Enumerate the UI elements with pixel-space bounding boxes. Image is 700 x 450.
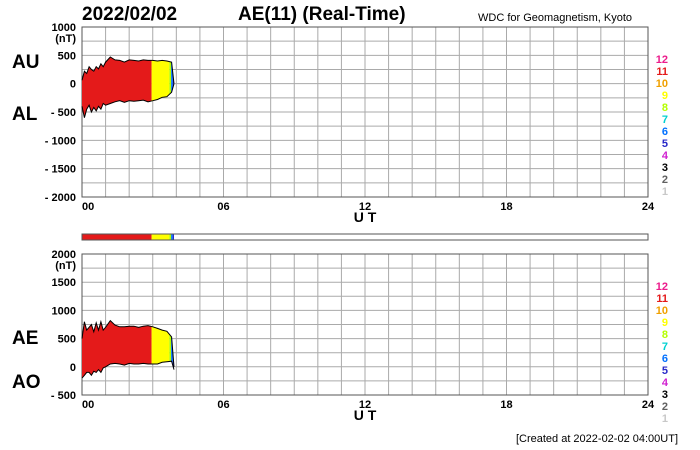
lower-legend-count-3: 3 <box>662 389 668 401</box>
station-strip-segment <box>169 234 172 240</box>
lower-legend-count-8: 8 <box>662 329 668 341</box>
lower-legend-count-4: 4 <box>662 377 669 389</box>
lower-y-axis-unit: (nT) <box>55 260 76 272</box>
lower-y-tick-label: 0 <box>70 362 76 374</box>
upper-legend-count-11: 11 <box>656 66 668 78</box>
plot-title: AE(11) (Real-Time) <box>238 4 406 25</box>
lower-x-tick-label: 06 <box>217 399 229 411</box>
upper-plot-frame <box>81 26 649 198</box>
lower-row-label-top: AE <box>12 328 39 349</box>
upper-y-tick-label: - 2000 <box>45 192 76 204</box>
lower-legend-count-7: 7 <box>662 341 668 353</box>
station-strip-segment <box>82 234 152 240</box>
lower-legend-count-11: 11 <box>656 293 668 305</box>
upper-x-axis-label: U T <box>354 209 377 225</box>
upper-legend-count-2: 2 <box>662 174 668 186</box>
lower-legend-count-10: 10 <box>656 305 668 317</box>
upper-x-tick-label: 18 <box>500 201 512 213</box>
upper-legend-count-6: 6 <box>662 126 668 138</box>
upper-x-tick-label: 06 <box>217 201 229 213</box>
lower-y-tick-label: 1500 <box>52 277 76 289</box>
upper-y-tick-label: - 500 <box>51 107 76 119</box>
upper-series-line-1 <box>81 83 175 118</box>
upper-y-tick-label: - 1000 <box>45 135 76 147</box>
upper-legend-count-12: 12 <box>656 54 668 66</box>
lower-row-label-bottom: AO <box>12 372 41 393</box>
lower-plot-frame <box>81 253 649 396</box>
station-strip-segment <box>151 234 170 240</box>
upper-row-label-top: AU <box>12 52 40 73</box>
lower-legend-count-2: 2 <box>662 401 668 413</box>
upper-x-tick-label: 00 <box>82 201 94 213</box>
upper-legend-count-10: 10 <box>656 78 668 90</box>
upper-legend-count-3: 3 <box>662 162 668 174</box>
upper-legend-count-4: 4 <box>662 150 669 162</box>
upper-legend-count-5: 5 <box>662 138 668 150</box>
upper-legend-count-9: 9 <box>662 90 668 102</box>
lower-legend-count-6: 6 <box>662 353 668 365</box>
upper-y-axis-unit: (nT) <box>55 33 76 45</box>
station-strip-segment <box>172 234 174 240</box>
station-strip-segment <box>171 234 173 240</box>
lower-legend-count-12: 12 <box>656 281 668 293</box>
lower-y-tick-label: 1000 <box>52 305 76 317</box>
upper-series-line-0 <box>81 56 175 84</box>
upper-legend-count-8: 8 <box>662 102 668 114</box>
upper-x-tick-label: 24 <box>642 201 655 213</box>
lower-x-axis-label: U T <box>354 407 377 423</box>
upper-station-segment <box>171 57 173 118</box>
station-strip-frame <box>81 233 649 241</box>
lower-x-tick-label: 18 <box>500 399 512 411</box>
upper-y-tick-label: - 1500 <box>45 164 76 176</box>
lower-x-tick-label: 24 <box>642 399 655 411</box>
upper-y-tick-label: 500 <box>58 50 76 62</box>
upper-row-label-bottom: AL <box>12 104 38 125</box>
created-timestamp: [Created at 2022-02-02 04:00UT] <box>515 433 678 445</box>
lower-y-tick-label: 500 <box>58 334 76 346</box>
lower-legend-count-1: 1 <box>662 413 668 425</box>
lower-x-tick-label: 00 <box>82 399 94 411</box>
data-source: WDC for Geomagnetism, Kyoto <box>478 12 633 24</box>
lower-y-tick-label: - 500 <box>51 390 76 402</box>
upper-legend-count-1: 1 <box>662 186 668 198</box>
upper-x-tick-label: 12 <box>359 201 371 213</box>
upper-station-segment <box>169 57 172 118</box>
lower-series-line-1 <box>81 360 175 379</box>
lower-station-segment <box>169 320 172 379</box>
lower-station-segment <box>171 320 173 379</box>
upper-y-tick-label: 1000 <box>52 22 76 34</box>
lower-legend-count-5: 5 <box>662 365 668 377</box>
lower-x-tick-label: 12 <box>359 399 371 411</box>
lower-y-tick-label: 2000 <box>52 249 76 261</box>
upper-y-tick-label: 0 <box>70 79 76 91</box>
lower-legend-count-9: 9 <box>662 317 668 329</box>
upper-legend-count-7: 7 <box>662 114 668 126</box>
lower-series-line-0 <box>81 319 175 367</box>
plot-date: 2022/02/02 <box>82 4 178 25</box>
